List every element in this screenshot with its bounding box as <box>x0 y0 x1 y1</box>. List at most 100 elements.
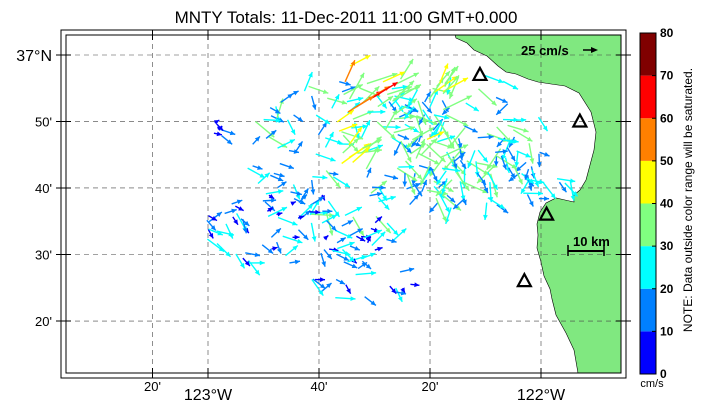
current-vector-arrow <box>487 171 499 191</box>
current-vector-arrow <box>208 211 223 223</box>
current-vector-arrow <box>326 220 337 232</box>
current-vector-arrow <box>213 131 223 137</box>
current-vector-arrow <box>331 93 340 109</box>
current-vector-arrow <box>252 165 263 170</box>
current-vector-arrow <box>343 83 364 96</box>
current-vector-arrow <box>384 174 399 180</box>
colorbar-tick-label: 80 <box>660 26 674 40</box>
current-vector-arrow <box>506 147 516 162</box>
current-vector-arrow <box>392 228 407 241</box>
current-vector-arrow <box>426 131 445 140</box>
current-vector-arrow <box>495 149 508 154</box>
current-vector-arrow <box>231 199 243 205</box>
current-vector-arrow <box>252 135 261 145</box>
current-vector-arrow <box>424 91 432 103</box>
current-vector-arrow <box>399 58 414 80</box>
current-vector-arrow <box>315 277 326 283</box>
current-vector-arrow <box>513 165 524 185</box>
current-vector-arrow <box>419 165 431 186</box>
x-tick-label: 20' <box>422 379 439 394</box>
current-vector-arrow <box>247 260 261 276</box>
map-title: MNTY Totals: 11-Dec-2011 11:00 GMT+0.000 <box>175 8 518 27</box>
colorbar-tick-label: 70 <box>660 69 674 83</box>
current-vector-arrow <box>389 285 397 295</box>
current-vector-arrow <box>436 170 447 186</box>
current-vector-arrow <box>262 198 277 203</box>
current-vector-arrow <box>435 197 447 223</box>
current-vector-arrow <box>324 131 335 148</box>
current-vector-arrow <box>371 81 398 99</box>
current-vector-arrow <box>206 238 225 253</box>
colorbar-segment <box>640 331 656 374</box>
current-vector-arrow <box>245 252 261 258</box>
current-vector-arrow <box>524 168 530 180</box>
current-vector-arrow <box>488 182 494 203</box>
current-vector-arrow <box>421 179 428 192</box>
scale-arrow-head <box>591 47 598 53</box>
current-vector-arrow <box>332 249 351 256</box>
current-vector-arrow <box>407 89 419 108</box>
colorbar: 0 10 20 30 40 50 60 70 80 cm/s NOTE: Data outside … <box>639 26 695 390</box>
current-vector-arrow <box>410 142 427 155</box>
current-vector-arrow <box>442 74 460 95</box>
current-vector-arrow <box>393 126 416 134</box>
current-vector-arrow <box>433 114 450 120</box>
current-vector-arrow <box>402 173 408 187</box>
current-vector-arrow <box>308 85 329 94</box>
current-vector-arrow <box>400 140 412 163</box>
current-vector-arrow <box>421 101 433 114</box>
current-vector-arrow <box>391 84 408 90</box>
colorbar-tick-label: 0 <box>660 367 667 381</box>
current-vector-arrow <box>430 123 442 138</box>
current-vector-arrow <box>463 182 488 194</box>
current-vector-arrow <box>489 173 499 198</box>
current-vector-arrow <box>341 219 354 227</box>
current-vector-arrow <box>516 150 532 158</box>
colorbar-tick-label: 50 <box>660 154 674 168</box>
current-vector-arrow <box>279 162 295 170</box>
current-vector-arrow <box>311 279 324 297</box>
current-vector-arrow <box>556 177 576 184</box>
colorbar-note: NOTE: Data outside color range will be s… <box>681 68 695 332</box>
x-tick-label: 122°W <box>517 387 566 404</box>
current-vector-arrow <box>496 204 509 214</box>
current-vector-arrow <box>465 102 480 112</box>
current-vector-arrow <box>315 114 331 125</box>
map-outer-frame <box>60 29 627 379</box>
y-tick-label: 20' <box>35 314 52 329</box>
current-vector-arrow <box>444 66 456 88</box>
current-vector-arrow <box>310 179 316 195</box>
current-vector-arrow <box>292 184 301 200</box>
current-vector-arrow <box>493 156 499 167</box>
current-vector-arrow <box>271 246 278 251</box>
current-vector-arrow <box>448 76 460 99</box>
current-vector-arrow <box>317 121 328 136</box>
current-vector-arrow <box>415 138 426 159</box>
current-vector-arrow <box>428 202 439 214</box>
current-vector-arrow <box>536 153 542 168</box>
current-vector-arrow <box>265 189 284 195</box>
current-vector-arrow <box>393 141 402 156</box>
current-vector-arrow <box>445 114 469 127</box>
current-vector-arrow <box>327 97 348 105</box>
current-vector-arrow <box>393 114 415 120</box>
colorbar-segment <box>640 75 656 119</box>
current-vector-arrow <box>343 261 358 269</box>
current-vector-arrow <box>325 170 341 188</box>
current-vector-arrow <box>441 178 448 195</box>
current-vector-arrow <box>395 98 418 115</box>
current-vector-arrow <box>453 151 466 162</box>
current-vector-arrow <box>327 171 339 177</box>
current-vector-arrow <box>526 194 534 207</box>
axis-ticks: 20' 123°W 40' 20' 122°W 37°N 50' 40' 30' 20' <box>16 30 631 404</box>
current-vector-arrow <box>467 150 476 169</box>
current-vector-arrow <box>398 164 415 170</box>
current-vector-arrow <box>392 83 422 102</box>
current-vector-arrow <box>405 160 423 180</box>
current-vector-arrow <box>378 195 396 203</box>
current-vector-arrow <box>406 173 416 195</box>
current-vector-arrow <box>514 151 520 168</box>
current-vector-arrow <box>247 167 266 179</box>
current-vector-arrow <box>345 284 352 295</box>
graticule <box>66 35 621 373</box>
